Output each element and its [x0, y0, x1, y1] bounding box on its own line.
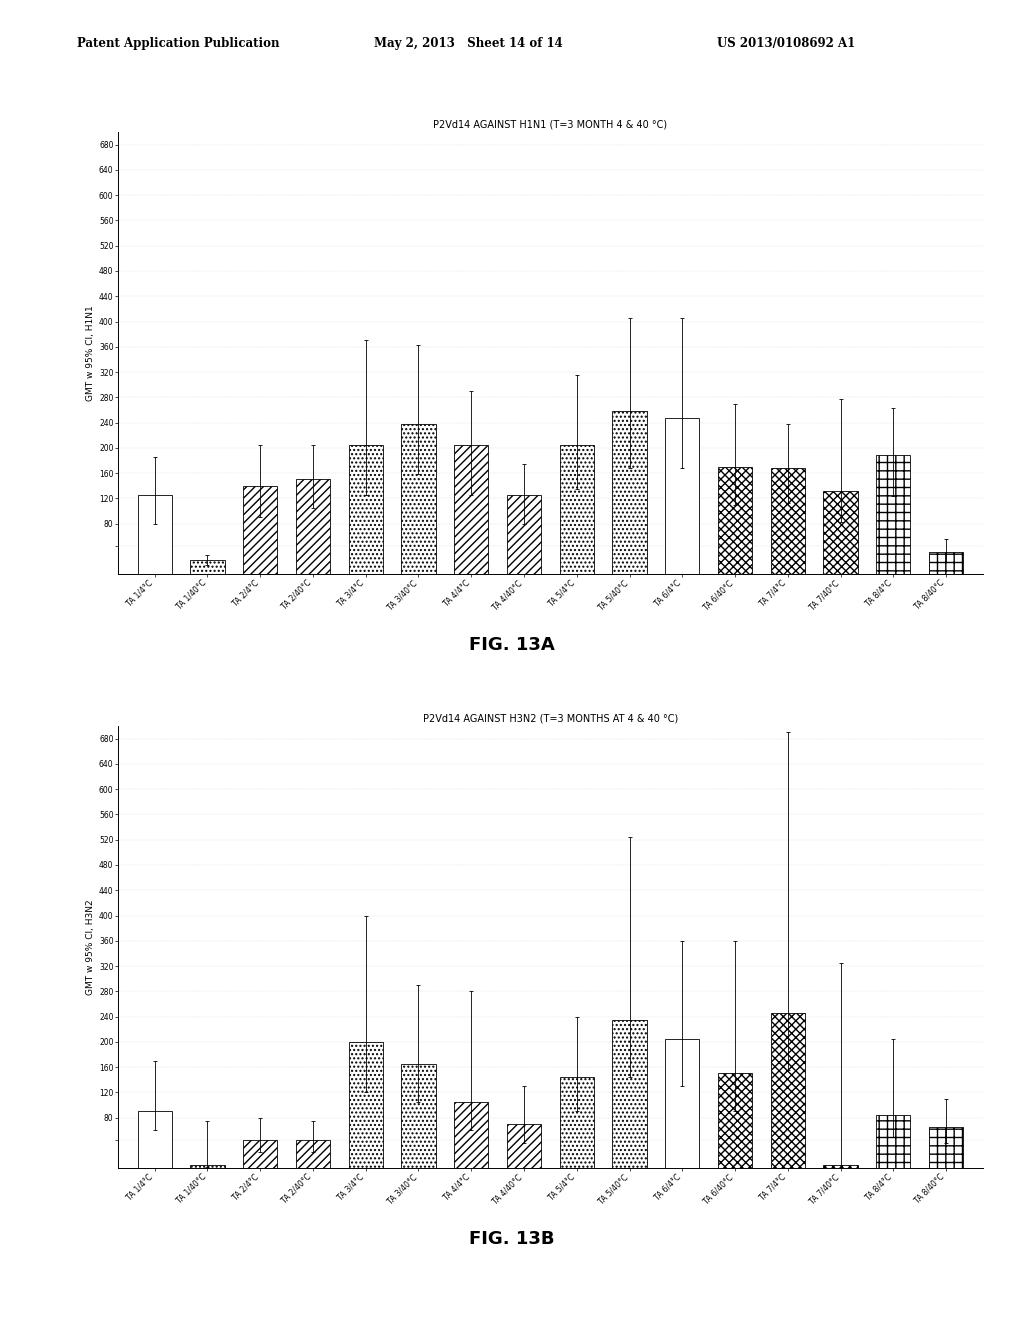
- Bar: [560, 1077, 594, 1168]
- Bar: [507, 495, 541, 574]
- Bar: [348, 445, 383, 574]
- Bar: [190, 1166, 224, 1168]
- Bar: [243, 486, 278, 574]
- Bar: [877, 1114, 910, 1168]
- Bar: [137, 1111, 172, 1168]
- Bar: [718, 1073, 753, 1168]
- Title: P2Vd14 AGAINST H3N2 (T=3 MONTHS AT 4 & 40 °C): P2Vd14 AGAINST H3N2 (T=3 MONTHS AT 4 & 4…: [423, 714, 678, 723]
- Text: May 2, 2013   Sheet 14 of 14: May 2, 2013 Sheet 14 of 14: [374, 37, 562, 50]
- Bar: [296, 479, 330, 574]
- Bar: [560, 445, 594, 574]
- Bar: [401, 1064, 435, 1168]
- Bar: [401, 424, 435, 574]
- Bar: [666, 1039, 699, 1168]
- Y-axis label: GMT w 95% CI, H1N1: GMT w 95% CI, H1N1: [86, 305, 95, 401]
- Bar: [823, 1166, 858, 1168]
- Text: FIG. 13B: FIG. 13B: [469, 1230, 555, 1249]
- Text: FIG. 13A: FIG. 13A: [469, 636, 555, 655]
- Bar: [137, 495, 172, 574]
- Bar: [718, 467, 753, 574]
- Bar: [612, 1020, 647, 1168]
- Bar: [348, 1041, 383, 1168]
- Bar: [666, 417, 699, 574]
- Title: P2Vd14 AGAINST H1N1 (T=3 MONTH 4 & 40 °C): P2Vd14 AGAINST H1N1 (T=3 MONTH 4 & 40 °C…: [433, 120, 668, 129]
- Bar: [823, 491, 858, 574]
- Bar: [454, 1102, 488, 1168]
- Bar: [454, 445, 488, 574]
- Bar: [929, 1127, 964, 1168]
- Bar: [507, 1123, 541, 1168]
- Bar: [771, 1014, 805, 1168]
- Y-axis label: GMT w 95% CI, H3N2: GMT w 95% CI, H3N2: [86, 899, 95, 995]
- Text: US 2013/0108692 A1: US 2013/0108692 A1: [717, 37, 855, 50]
- Bar: [243, 1139, 278, 1168]
- Bar: [877, 455, 910, 574]
- Text: Patent Application Publication: Patent Application Publication: [77, 37, 280, 50]
- Bar: [612, 412, 647, 574]
- Bar: [771, 469, 805, 574]
- Bar: [190, 560, 224, 574]
- Bar: [929, 552, 964, 574]
- Bar: [296, 1139, 330, 1168]
